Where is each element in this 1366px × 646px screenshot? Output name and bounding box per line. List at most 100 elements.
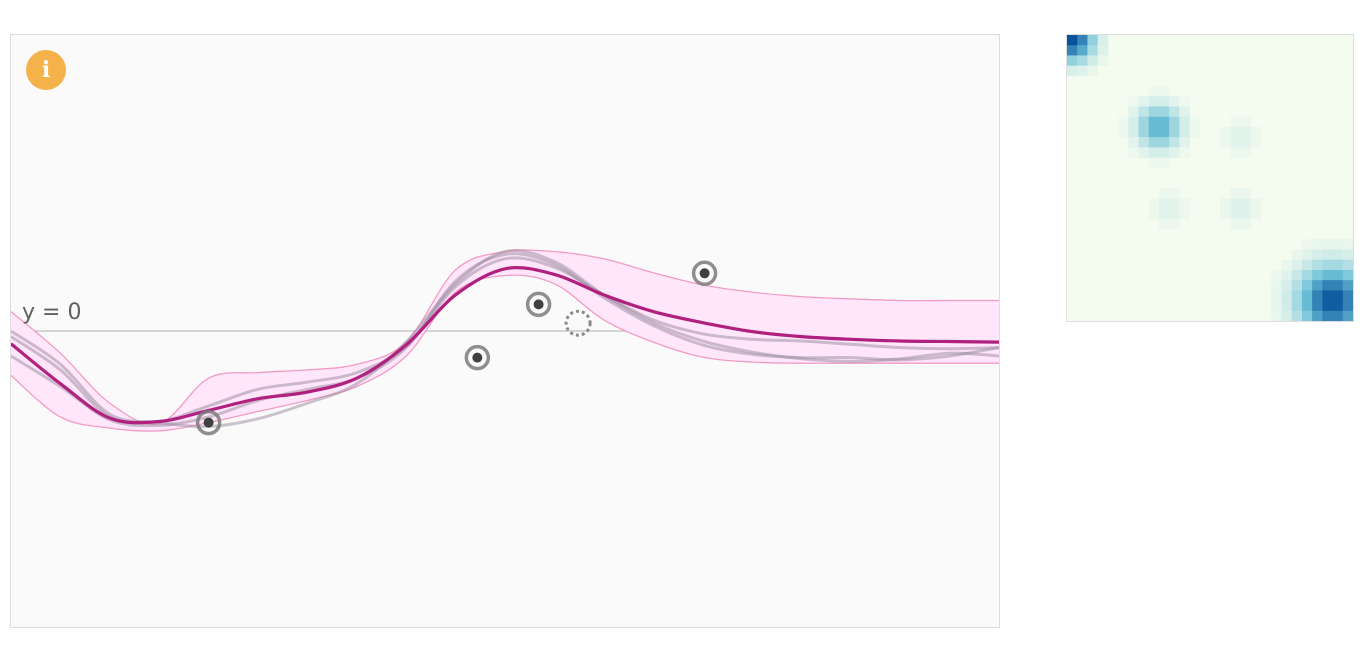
covariance-heatmap-svg — [1067, 35, 1353, 321]
heatmap-cell — [1281, 310, 1293, 321]
heatmap-cell — [1342, 259, 1353, 271]
heatmap-cell — [1148, 198, 1160, 210]
info-button[interactable]: i — [26, 50, 66, 90]
heatmap-cell — [1158, 106, 1170, 118]
heatmap-cell — [1281, 269, 1293, 281]
heatmap-cell — [1169, 96, 1180, 107]
observation-point-4[interactable] — [691, 260, 718, 287]
heatmap-cell — [1169, 188, 1180, 199]
heatmap-cell — [1148, 116, 1160, 128]
heatmap-cell — [1332, 249, 1344, 261]
heatmap-cell — [1067, 65, 1078, 77]
heatmap-cell — [1301, 259, 1313, 271]
heatmap-cell — [1138, 147, 1150, 158]
heatmap-cell — [1158, 126, 1170, 138]
heatmap-cell — [1291, 300, 1303, 312]
heatmap-cell — [1118, 116, 1129, 128]
heatmap-cell — [1301, 280, 1313, 291]
heatmap-cell — [1240, 198, 1252, 210]
heatmap-cell — [1230, 188, 1242, 199]
heatmap-cell — [1281, 280, 1293, 291]
heatmap-cell — [1138, 137, 1150, 148]
heatmap-cell — [1322, 300, 1333, 312]
heatmap-cell — [1169, 147, 1180, 158]
heatmap-cell — [1148, 157, 1160, 169]
heatmap-cell — [1312, 259, 1323, 271]
heatmap-cell — [1332, 300, 1344, 312]
heatmap-cell — [1322, 239, 1333, 250]
heatmap-cell — [1312, 239, 1323, 250]
covariance-heatmap — [1066, 34, 1354, 322]
heatmap-cell — [1250, 126, 1262, 138]
heatmap-cell — [1240, 208, 1252, 220]
heatmap-cell — [1240, 126, 1252, 138]
heatmap-cell — [1250, 198, 1262, 210]
heatmap-cell — [1158, 147, 1170, 158]
heatmap-cell — [1158, 188, 1170, 199]
heatmap-cell — [1312, 290, 1323, 301]
heatmap-cell — [1189, 126, 1201, 138]
heatmap-cell — [1220, 137, 1231, 148]
heatmap-cell — [1230, 116, 1242, 128]
heatmap-cell — [1148, 126, 1160, 138]
heatmap-cell — [1158, 198, 1170, 210]
heatmap-cell — [1158, 116, 1170, 128]
heatmap-cell — [1148, 106, 1160, 118]
heatmap-cell — [1312, 249, 1323, 261]
observation-point-2[interactable] — [464, 344, 491, 371]
heatmap-cell — [1230, 198, 1242, 210]
heatmap-cell — [1291, 269, 1303, 281]
heatmap-cell — [1342, 249, 1353, 261]
heatmap-cell — [1179, 116, 1190, 128]
gp-plot-svg[interactable] — [11, 35, 999, 627]
heatmap-cell — [1291, 310, 1303, 321]
heatmap-cell — [1158, 96, 1170, 107]
heatmap-cell — [1169, 106, 1180, 118]
heatmap-cell — [1077, 65, 1088, 77]
heatmap-cell — [1332, 259, 1344, 271]
heatmap-cell — [1230, 137, 1242, 148]
heatmap-cell — [1179, 208, 1190, 220]
heatmap-cell — [1342, 269, 1353, 281]
heatmap-cell — [1322, 249, 1333, 261]
heatmap-cell — [1087, 35, 1099, 46]
heatmap-cell — [1128, 96, 1139, 107]
heatmap-cell — [1240, 137, 1252, 148]
heatmap-cell — [1230, 218, 1242, 230]
heatmap-cell — [1067, 35, 1078, 46]
heatmap-cell — [1332, 269, 1344, 281]
observation-point-3[interactable] — [525, 291, 552, 318]
heatmap-cell — [1179, 126, 1190, 138]
mean-line — [11, 266, 999, 425]
heatmap-cell — [1220, 126, 1231, 138]
heatmap-cell — [1179, 106, 1190, 118]
heatmap-cell — [1342, 290, 1353, 301]
heatmap-cell — [1087, 55, 1099, 67]
heatmap-cell — [1312, 269, 1323, 281]
observation-point-1[interactable] — [195, 409, 222, 436]
heatmap-cell — [1179, 198, 1190, 210]
gp-plot-panel[interactable]: i y = 0 — [10, 34, 1000, 628]
heatmap-cell — [1312, 280, 1323, 291]
heatmap-cell — [1322, 269, 1333, 281]
heatmap-cell — [1169, 208, 1180, 220]
heatmap-cell — [1128, 116, 1139, 128]
heatmap-cell — [1250, 137, 1262, 148]
heatmap-cell — [1301, 300, 1313, 312]
heatmap-cell — [1332, 290, 1344, 301]
heatmap-cell — [1322, 290, 1333, 301]
heatmap-cell — [1077, 45, 1088, 56]
heatmap-cell — [1240, 147, 1252, 158]
heatmap-cell — [1291, 259, 1303, 271]
heatmap-cell — [1158, 137, 1170, 148]
heatmap-cell — [1158, 218, 1170, 230]
heatmap-cell — [1281, 259, 1293, 271]
heatmap-cell — [1169, 137, 1180, 148]
heatmap-cell — [1312, 310, 1323, 321]
add-point-cursor-icon[interactable] — [564, 309, 592, 337]
heatmap-cell — [1097, 45, 1109, 56]
heatmap-cell — [1342, 280, 1353, 291]
heatmap-cell — [1322, 310, 1333, 321]
heatmap-cell — [1332, 310, 1344, 321]
heatmap-cell — [1301, 249, 1313, 261]
